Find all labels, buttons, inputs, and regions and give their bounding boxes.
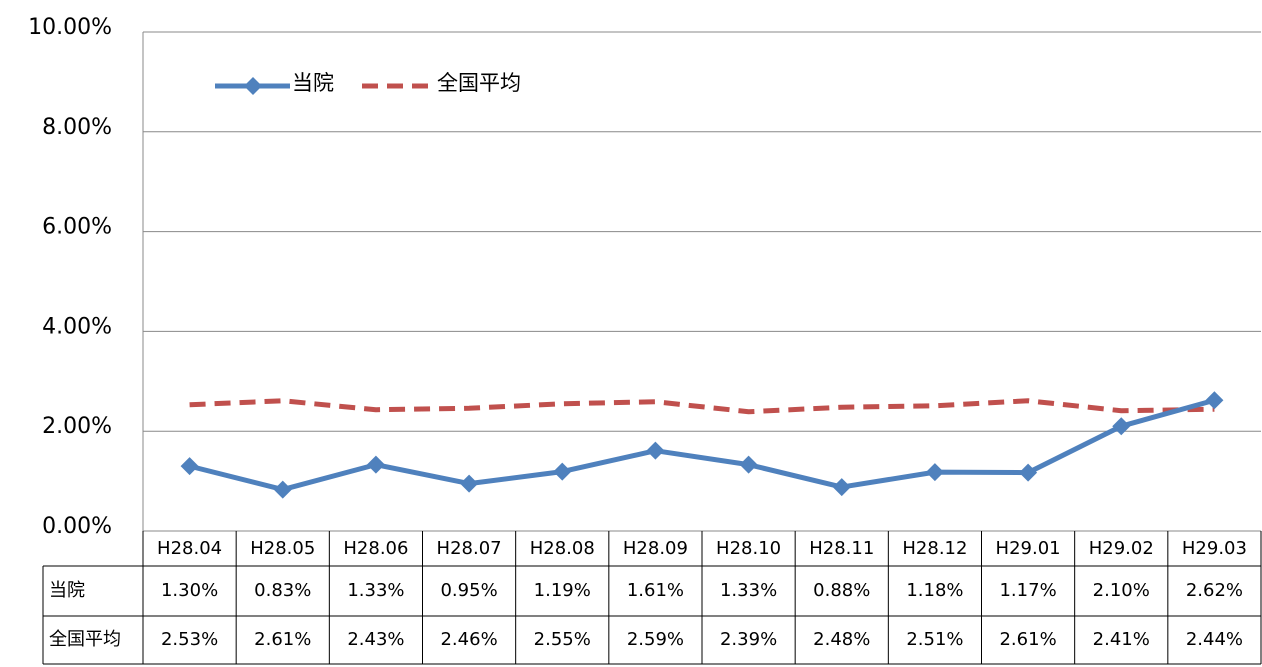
table-cell: 2.53% [161,629,218,650]
table-cell: 1.61% [627,580,684,601]
table-cell: 1.33% [347,580,404,601]
marker [832,478,851,497]
table-row-label: 全国平均 [49,629,121,650]
y-tick-label: 6.00% [42,215,112,240]
table-cell: 1.33% [720,580,777,601]
table-cell: 2.10% [1093,580,1150,601]
x-tick-label: H28.10 [716,538,781,559]
marker [366,455,385,474]
marker [739,455,758,474]
table-cell: 0.83% [254,580,311,601]
x-tick-label: H28.08 [530,538,595,559]
x-tick-label: H29.02 [1089,538,1154,559]
table-cell: 2.41% [1093,629,1150,650]
x-tick-label: H28.12 [902,538,967,559]
table-cell: 2.55% [534,629,591,650]
marker [1019,463,1038,482]
table-cell: 2.48% [813,629,870,650]
table-row-label: 当院 [49,580,85,601]
x-tick-label: H29.01 [996,538,1061,559]
x-tick-label: H28.06 [343,538,408,559]
table-cell: 2.51% [906,629,963,650]
marker [1205,391,1224,410]
x-tick-label: H28.09 [623,538,688,559]
x-tick-label: H28.04 [157,538,222,559]
marker [1112,417,1131,436]
table-cell: 1.30% [161,580,218,601]
series-line [188,397,1216,493]
table-cell: 2.44% [1186,629,1243,650]
legend-label: 全国平均 [437,71,521,95]
table-cell: 2.62% [1186,580,1243,601]
table-cell: 2.43% [347,629,404,650]
marker [646,441,665,460]
x-tick-label: H28.11 [809,538,874,559]
x-tick-label: H29.03 [1182,538,1247,559]
marker [925,463,944,482]
table-cell: 2.61% [254,629,311,650]
table-cell: 2.61% [999,629,1056,650]
marker [273,480,292,499]
legend-marker [244,77,262,95]
x-tick-label: H28.05 [250,538,315,559]
x-tick-label: H28.07 [437,538,502,559]
table-cell: 1.19% [534,580,591,601]
legend-label: 当院 [292,71,334,95]
table-cell: 2.59% [627,629,684,650]
table-cell: 2.39% [720,629,777,650]
marker [180,457,199,476]
y-tick-label: 4.00% [42,314,112,339]
table-cell: 0.95% [440,580,497,601]
y-tick-label: 0.00% [42,514,112,539]
table-cell: 2.46% [440,629,497,650]
marker [460,474,479,493]
marker [553,462,572,481]
y-tick-label: 2.00% [42,414,112,439]
series-line [189,398,1215,415]
y-tick-label: 10.00% [28,15,112,40]
table-cell: 0.88% [813,580,870,601]
table-cell: 1.17% [999,580,1056,601]
table-cell: 1.18% [906,580,963,601]
y-tick-label: 8.00% [42,115,112,140]
